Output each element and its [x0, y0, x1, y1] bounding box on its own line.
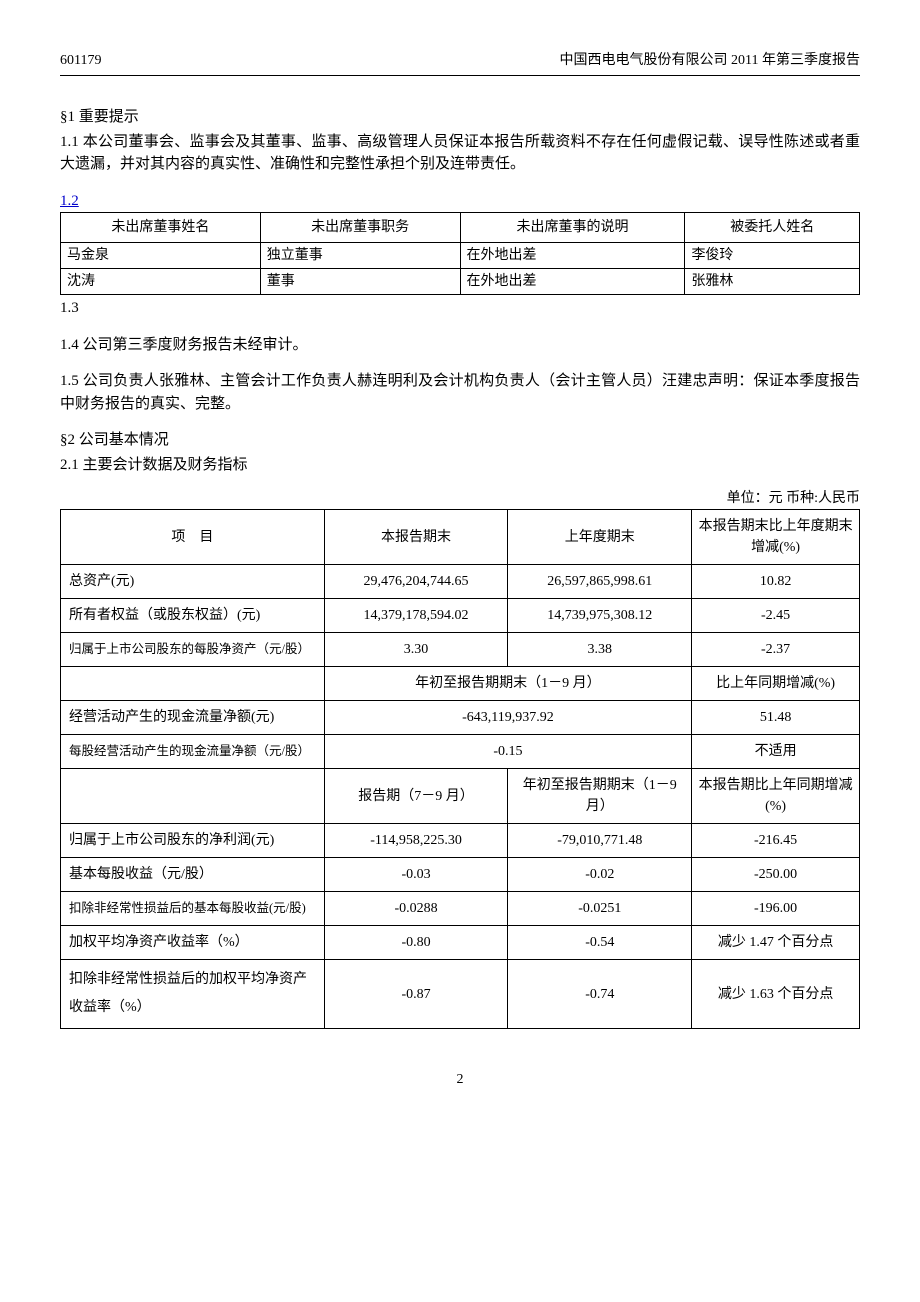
- col-prev-end: 上年度期末: [508, 510, 692, 565]
- cell: -0.80: [324, 926, 508, 960]
- row-label: 所有者权益（或股东权益）(元): [61, 599, 325, 633]
- cell: 51.48: [692, 701, 860, 735]
- cell: -0.03: [324, 858, 508, 892]
- col-duty: 未出席董事职务: [260, 213, 460, 243]
- section1-heading: §1 重要提示: [60, 106, 860, 129]
- cell: 在外地出差: [460, 243, 685, 269]
- cell: 14,739,975,308.12: [508, 599, 692, 633]
- cell: 独立董事: [260, 243, 460, 269]
- table-header-row: 未出席董事姓名 未出席董事职务 未出席董事的说明 被委托人姓名: [61, 213, 860, 243]
- cell: -2.37: [692, 633, 860, 667]
- table-row: 所有者权益（或股东权益）(元) 14,379,178,594.02 14,739…: [61, 599, 860, 633]
- cell: -216.45: [692, 824, 860, 858]
- cell: 董事: [260, 269, 460, 295]
- cell: 10.82: [692, 565, 860, 599]
- cell: -2.45: [692, 599, 860, 633]
- cell: -196.00: [692, 892, 860, 926]
- cell: -79,010,771.48: [508, 824, 692, 858]
- table-row: 总资产(元) 29,476,204,744.65 26,597,865,998.…: [61, 565, 860, 599]
- link-1-2[interactable]: 1.2: [60, 190, 79, 213]
- cell: -0.54: [508, 926, 692, 960]
- unit-label: 单位：元 币种:人民币: [60, 488, 860, 509]
- cell: -0.02: [508, 858, 692, 892]
- col-item: 项 目: [61, 510, 325, 565]
- empty-cell: [61, 667, 325, 701]
- section2-heading: §2 公司基本情况: [60, 429, 860, 452]
- table-row: 马金泉 独立董事 在外地出差 李俊玲: [61, 243, 860, 269]
- col-reason: 未出席董事的说明: [460, 213, 685, 243]
- cell: -0.0251: [508, 892, 692, 926]
- col-ytd: 年初至报告期期末（1－9 月）: [508, 769, 692, 824]
- col-name: 未出席董事姓名: [61, 213, 261, 243]
- cell: 在外地出差: [460, 269, 685, 295]
- empty-cell: [61, 769, 325, 824]
- col-delegate: 被委托人姓名: [685, 213, 860, 243]
- para-1-1: 1.1 本公司董事会、监事会及其董事、监事、高级管理人员保证本报告所载资料不存在…: [60, 131, 860, 176]
- table-row: 基本每股收益（元/股） -0.03 -0.02 -250.00: [61, 858, 860, 892]
- table-row: 每股经营活动产生的现金流量净额（元/股） -0.15 不适用: [61, 735, 860, 769]
- cell: 14,379,178,594.02: [324, 599, 508, 633]
- page-number: 2: [60, 1069, 860, 1090]
- cell: -643,119,937.92: [324, 701, 692, 735]
- stock-code: 601179: [60, 50, 101, 71]
- table-subheader-row: 报告期（7－9 月） 年初至报告期期末（1－9 月） 本报告期比上年同期增减(%…: [61, 769, 860, 824]
- para-1-5: 1.5 公司负责人张雅林、主管会计工作负责人赫连明利及会计机构负责人（会计主管人…: [60, 370, 860, 415]
- col-change-pct: 本报告期末比上年度期末增减(%): [692, 510, 860, 565]
- cell: 减少 1.63 个百分点: [692, 960, 860, 1029]
- row-label: 扣除非经常性损益后的基本每股收益(元/股): [61, 892, 325, 926]
- col-yoy-change: 本报告期比上年同期增减(%): [692, 769, 860, 824]
- financial-table: 项 目 本报告期末 上年度期末 本报告期末比上年度期末增减(%) 总资产(元) …: [60, 509, 860, 1029]
- cell: -250.00: [692, 858, 860, 892]
- cell: 3.30: [324, 633, 508, 667]
- report-title: 中国西电电气股份有限公司 2011 年第三季度报告: [560, 50, 860, 71]
- para-1-4: 1.4 公司第三季度财务报告未经审计。: [60, 334, 860, 357]
- cell: 3.38: [508, 633, 692, 667]
- cell: -0.74: [508, 960, 692, 1029]
- col-current-end: 本报告期末: [324, 510, 508, 565]
- table-row: 扣除非经常性损益后的加权平均净资产收益率（%） -0.87 -0.74 减少 1…: [61, 960, 860, 1029]
- col-ytd: 年初至报告期期末（1－9 月）: [324, 667, 692, 701]
- table-row: 扣除非经常性损益后的基本每股收益(元/股) -0.0288 -0.0251 -1…: [61, 892, 860, 926]
- cell: 29,476,204,744.65: [324, 565, 508, 599]
- cell: -0.0288: [324, 892, 508, 926]
- row-label: 归属于上市公司股东的每股净资产（元/股）: [61, 633, 325, 667]
- table-header-row: 项 目 本报告期末 上年度期末 本报告期末比上年度期末增减(%): [61, 510, 860, 565]
- table-subheader-row: 年初至报告期期末（1－9 月） 比上年同期增减(%): [61, 667, 860, 701]
- row-label: 加权平均净资产收益率（%）: [61, 926, 325, 960]
- row-label: 经营活动产生的现金流量净额(元): [61, 701, 325, 735]
- row-label: 总资产(元): [61, 565, 325, 599]
- directors-table: 未出席董事姓名 未出席董事职务 未出席董事的说明 被委托人姓名 马金泉 独立董事…: [60, 212, 860, 295]
- table-row: 加权平均净资产收益率（%） -0.80 -0.54 减少 1.47 个百分点: [61, 926, 860, 960]
- cell: -114,958,225.30: [324, 824, 508, 858]
- cell: 马金泉: [61, 243, 261, 269]
- cell: 26,597,865,998.61: [508, 565, 692, 599]
- cell: 沈涛: [61, 269, 261, 295]
- page-header: 601179 中国西电电气股份有限公司 2011 年第三季度报告: [60, 50, 860, 76]
- table-row: 归属于上市公司股东的净利润(元) -114,958,225.30 -79,010…: [61, 824, 860, 858]
- table-row: 归属于上市公司股东的每股净资产（元/股） 3.30 3.38 -2.37: [61, 633, 860, 667]
- para-2-1: 2.1 主要会计数据及财务指标: [60, 454, 860, 477]
- table-row: 沈涛 董事 在外地出差 张雅林: [61, 269, 860, 295]
- row-label: 归属于上市公司股东的净利润(元): [61, 824, 325, 858]
- cell: 不适用: [692, 735, 860, 769]
- table-row: 经营活动产生的现金流量净额(元) -643,119,937.92 51.48: [61, 701, 860, 735]
- row-label: 扣除非经常性损益后的加权平均净资产收益率（%）: [61, 960, 325, 1029]
- cell: -0.87: [324, 960, 508, 1029]
- row-label: 每股经营活动产生的现金流量净额（元/股）: [61, 735, 325, 769]
- row-label: 基本每股收益（元/股）: [61, 858, 325, 892]
- col-yoy-change: 比上年同期增减(%): [692, 667, 860, 701]
- cell: 减少 1.47 个百分点: [692, 926, 860, 960]
- col-quarter: 报告期（7－9 月）: [324, 769, 508, 824]
- cell: 张雅林: [685, 269, 860, 295]
- cell: 李俊玲: [685, 243, 860, 269]
- para-1-3: 1.3: [60, 297, 860, 320]
- cell: -0.15: [324, 735, 692, 769]
